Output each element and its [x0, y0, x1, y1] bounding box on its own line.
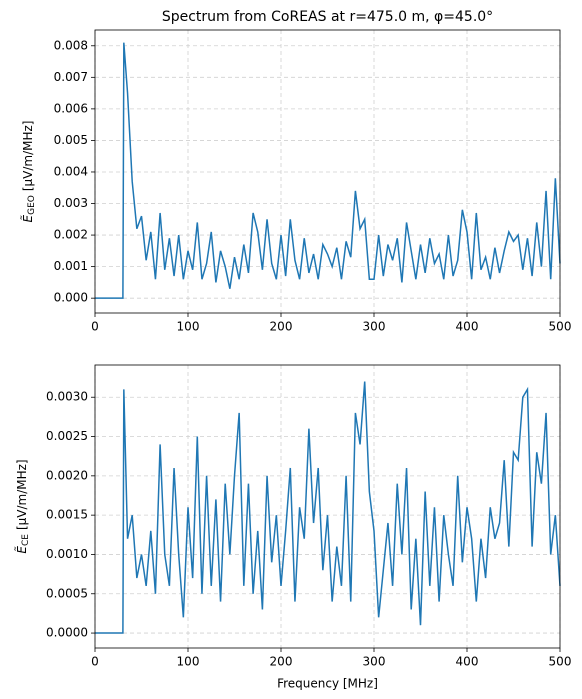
y-tick-label: 0.0020 [46, 468, 88, 482]
y-tick-label: 0.0015 [46, 508, 88, 522]
y-axis-label: ẼCE [μV/m/MHz] [14, 459, 31, 553]
y-tick-label: 0.0005 [46, 586, 88, 600]
y-label-symbol: Ẽ [20, 215, 35, 223]
x-tick-label: 100 [177, 320, 200, 334]
y-tick-label: 0.006 [54, 101, 88, 115]
x-tick-label: 300 [363, 655, 386, 669]
y-tick-label: 0.007 [54, 70, 88, 84]
y-tick-label: 0.001 [54, 259, 88, 273]
y-tick-label: 0.0000 [46, 626, 88, 640]
y-axis-label: ẼGEO [μV/m/MHz] [20, 120, 37, 222]
x-tick-label: 400 [456, 655, 479, 669]
y-label-subscript: GEO [27, 195, 37, 215]
y-tick-label: 0.0025 [46, 429, 88, 443]
y-label-unit: [μV/m/MHz] [15, 459, 29, 530]
y-tick-label: 0.002 [54, 228, 88, 242]
y-tick-label: 0.0010 [46, 547, 88, 561]
spectrum-line [95, 42, 561, 299]
y-tick-label: 0.000 [54, 291, 88, 305]
axes-frame [94, 364, 561, 649]
y-tick-label: 0.005 [54, 133, 88, 147]
x-tick-label: 0 [91, 320, 99, 334]
axes-frame [94, 29, 561, 314]
x-tick-label: 500 [549, 320, 572, 334]
x-tick-label: 300 [363, 320, 386, 334]
x-tick-label: 200 [270, 320, 293, 334]
y-label-symbol: Ẽ [14, 546, 29, 554]
x-tick-label: 400 [456, 320, 479, 334]
x-tick-label: 100 [177, 655, 200, 669]
y-tick-label: 0.004 [54, 164, 88, 178]
x-tick-label: 0 [91, 655, 99, 669]
y-tick-label: 0.0030 [46, 390, 88, 404]
y-tick-label: 0.008 [54, 38, 88, 52]
y-label-subscript: CE [21, 534, 31, 546]
chart-title: Spectrum from CoREAS at r=475.0 m, φ=45.… [162, 9, 493, 25]
spectrum-line [95, 381, 561, 634]
y-label-unit: [μV/m/MHz] [21, 120, 35, 191]
x-tick-label: 500 [549, 655, 572, 669]
x-axis-label: Frequency [MHz] [277, 677, 378, 691]
y-tick-label: 0.003 [54, 196, 88, 210]
x-tick-label: 200 [270, 655, 293, 669]
